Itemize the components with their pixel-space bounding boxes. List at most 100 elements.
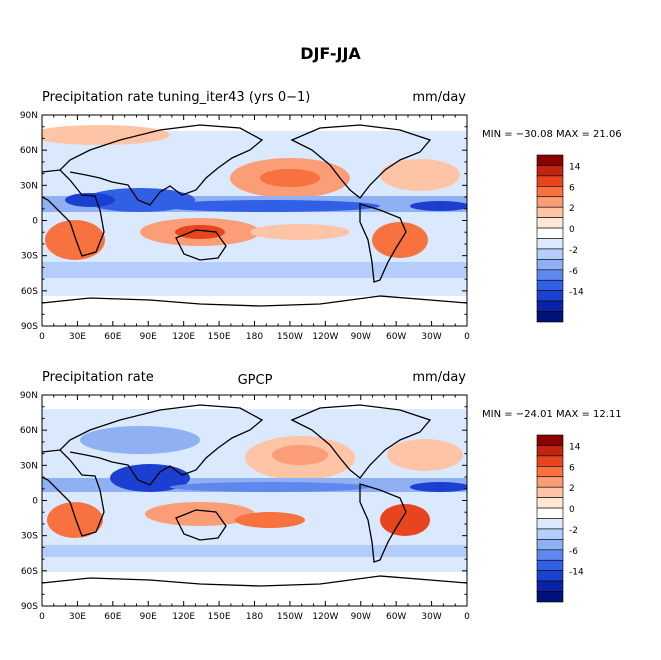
panel-1-coast-eurasia xyxy=(59,124,264,206)
colorbar-box xyxy=(536,528,564,540)
colorbar-label: 2 xyxy=(569,204,575,214)
panel-2-spcz-positive xyxy=(235,512,305,528)
x-tick-label: 0 xyxy=(39,612,45,622)
colorbar-box xyxy=(536,455,564,467)
panel-1-southern-ocean-negative xyxy=(42,262,467,278)
panel-2-antarctic-band xyxy=(42,572,467,606)
colorbar-label: 0 xyxy=(569,225,575,235)
colorbar-box xyxy=(536,445,564,457)
x-tick-label: 60E xyxy=(104,612,121,622)
colorbar-label: 14 xyxy=(569,162,581,172)
y-tick-label: 90N xyxy=(20,391,38,401)
y-tick-label: 30S xyxy=(21,252,38,262)
colorbar-box xyxy=(536,154,564,166)
colorbar-label: 6 xyxy=(569,183,575,193)
x-tick-label: 0 xyxy=(464,332,470,342)
panel-1-min-max: MIN = −30.08 MAX = 21.06 xyxy=(482,129,622,140)
panel-1-natlantic-positive xyxy=(380,159,460,191)
colorbar-box xyxy=(536,290,564,302)
y-tick-label: 60N xyxy=(20,146,38,156)
panel-1-spcz-positive xyxy=(250,224,350,240)
panel-2-maritime-positive xyxy=(145,502,255,526)
colorbar-label: 6 xyxy=(569,463,575,473)
x-tick-label: 150E xyxy=(208,332,231,342)
colorbar-box xyxy=(536,248,564,260)
panel-2-units: mm/day xyxy=(412,370,466,385)
colorbar-box xyxy=(536,570,564,582)
panel-1-coast-antarctica xyxy=(42,295,467,307)
x-tick-label: 30W xyxy=(421,332,441,342)
panel-2-pacific-itcz xyxy=(170,482,370,492)
panel-2-south-africa-positive xyxy=(47,502,103,538)
x-tick-label: 120W xyxy=(312,612,338,622)
colorbar-box xyxy=(536,217,564,229)
panel-2-coast-africa xyxy=(42,449,105,537)
panel-1-units: mm/day xyxy=(412,90,466,105)
colorbar-label: -6 xyxy=(569,267,578,277)
x-tick-label: 60W xyxy=(386,332,406,342)
colorbar-label: -2 xyxy=(569,246,578,256)
y-tick-label: 30S xyxy=(21,532,38,542)
panel-2-indian-monsoon xyxy=(110,464,190,492)
colorbar-label: -6 xyxy=(569,547,578,557)
x-tick-label: 60E xyxy=(104,332,121,342)
x-tick-label: 150W xyxy=(277,332,303,342)
x-tick-label: 90E xyxy=(140,612,157,622)
panel-1-pacific-itcz xyxy=(160,200,380,212)
colorbar-box xyxy=(536,559,564,571)
panel-1-africa-sahel xyxy=(65,193,115,207)
panel-1: Precipitation rate tuning_iter43 (yrs 0−… xyxy=(20,90,622,342)
panel-1-samerica-positive xyxy=(372,222,428,258)
y-tick-label: 30N xyxy=(20,461,38,471)
panel-2-npacific-core xyxy=(272,445,328,465)
x-tick-label: 150E xyxy=(208,612,231,622)
panel-1-map-field xyxy=(42,115,467,326)
colorbar-box xyxy=(536,175,564,187)
panel-2-axes: 0 30E 60E 90E 120E 150E 180 150W 120W 90W 60W 30W 09… xyxy=(20,391,470,622)
colorbar-box xyxy=(536,259,564,271)
colorbar-box xyxy=(536,539,564,551)
panel-2-coast-antarctica xyxy=(42,575,467,587)
colorbar-box xyxy=(536,165,564,177)
panel-1-npacific-core xyxy=(260,169,320,187)
panel-1-atlantic-itcz xyxy=(410,201,467,211)
y-tick-label: 60N xyxy=(20,426,38,436)
panel-2-coast-eurasia xyxy=(59,404,264,486)
colorbar-box xyxy=(536,238,564,250)
panel-1-south-africa-positive xyxy=(45,220,105,260)
panel-2-dataset-label: GPCP xyxy=(238,373,273,388)
panel-2-colorbar: 14 6 2 0 -2 -6 -14 xyxy=(536,434,584,603)
y-tick-label: 90S xyxy=(21,602,38,612)
panel-1-coast-south-america xyxy=(359,203,407,283)
panel-2-coastlines xyxy=(42,404,467,587)
x-tick-label: 30W xyxy=(421,612,441,622)
colorbar-label: -2 xyxy=(569,526,578,536)
panel-2-coast-north-america xyxy=(290,404,432,479)
y-tick-label: 0 xyxy=(32,217,38,227)
x-tick-label: 180 xyxy=(246,332,263,342)
panel-2-coast-australia xyxy=(175,509,227,541)
colorbar-box xyxy=(536,507,564,519)
y-tick-label: 0 xyxy=(32,497,38,507)
panel-2-samerica-positive xyxy=(380,504,430,536)
x-tick-label: 150W xyxy=(277,612,303,622)
panel-1-coast-australia xyxy=(175,229,227,261)
panel-2-title: Precipitation rate xyxy=(42,370,154,385)
x-tick-label: 90W xyxy=(351,612,371,622)
colorbar-label: -14 xyxy=(569,568,584,578)
colorbar-box xyxy=(536,497,564,509)
colorbar-box xyxy=(536,466,564,478)
colorbar-box xyxy=(536,269,564,281)
x-tick-label: 180 xyxy=(246,612,263,622)
colorbar-box xyxy=(536,518,564,530)
panel-1-coast-north-america xyxy=(290,124,432,199)
y-tick-label: 90S xyxy=(21,322,38,332)
figure-title: DJF-JJA xyxy=(300,44,361,63)
panel-2-asia-negative xyxy=(80,426,200,454)
x-tick-label: 30E xyxy=(69,612,86,622)
colorbar-box xyxy=(536,434,564,446)
colorbar-box xyxy=(536,300,564,312)
panel-1-colorbar: 14 6 2 0 -2 -6 -14 xyxy=(536,154,584,323)
colorbar-label: 14 xyxy=(569,442,581,452)
